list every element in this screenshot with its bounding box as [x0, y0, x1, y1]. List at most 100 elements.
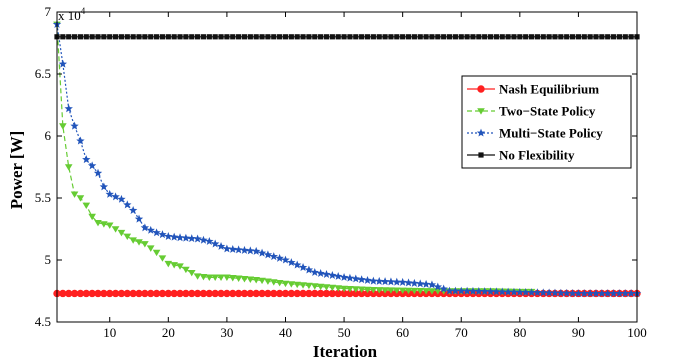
series-2-point: [257, 248, 267, 257]
series-2-point: [328, 270, 337, 279]
series-3-point: [200, 34, 207, 40]
series-3-point: [487, 34, 494, 40]
series-1-point: [117, 229, 126, 237]
series-3-point: [370, 34, 376, 40]
series-1-point: [428, 288, 436, 295]
series-2-point: [193, 234, 202, 243]
series-3-point: [195, 34, 201, 40]
series-1-point: [164, 260, 173, 268]
series-3-point: [312, 34, 318, 40]
series-1-point: [105, 222, 114, 229]
series-2-point: [93, 168, 103, 177]
x-tick-label: 40: [279, 325, 292, 340]
series-2-point: [609, 289, 618, 298]
series-3-point: [112, 34, 119, 40]
x-tick-label: 100: [627, 325, 647, 340]
series-3-point: [329, 34, 335, 40]
series-1-point: [375, 287, 384, 294]
series-1-point: [392, 287, 401, 294]
series-3-point: [569, 34, 576, 40]
y-axis-multiplier-base: x 10: [58, 8, 81, 23]
series-1-point: [275, 280, 284, 287]
series-2-point: [211, 239, 220, 248]
x-axis-label: Iteration: [313, 342, 378, 361]
series-2-point: [76, 136, 85, 145]
series-2-point: [404, 278, 413, 287]
series-3-point: [177, 34, 183, 40]
series-2-point: [82, 155, 91, 164]
series-1-point: [234, 275, 243, 282]
series-1-point: [322, 284, 331, 291]
series-2-point: [123, 200, 132, 209]
series-3-point: [359, 34, 365, 40]
series-3-point: [558, 34, 564, 40]
series-2-point: [480, 287, 489, 296]
series-2-point: [169, 232, 179, 241]
series-1-point: [422, 288, 430, 295]
series-2-point: [275, 253, 284, 262]
series-3-point: [306, 34, 312, 40]
y-axis-label: Power [W]: [7, 131, 26, 210]
series-3-point: [347, 34, 353, 40]
series-3-point: [277, 34, 283, 40]
series-2-point: [474, 286, 483, 295]
series-1-point: [334, 285, 343, 292]
series-1-point: [387, 287, 395, 294]
y-tick-label: 7: [45, 4, 52, 19]
series-3-point: [212, 34, 218, 40]
series-2-point: [451, 286, 460, 295]
series-2-point: [421, 279, 431, 288]
series-3-point: [136, 34, 142, 40]
series-3-point: [388, 34, 394, 40]
series-2-point: [175, 233, 185, 242]
series-1-point: [258, 277, 266, 285]
series-3-point: [83, 34, 89, 40]
series-3-point: [622, 34, 628, 40]
series-2-point: [334, 271, 343, 280]
x-tick-label: 10: [103, 325, 116, 340]
series-1-point: [59, 123, 67, 130]
series-1-point: [328, 284, 337, 292]
series-2-point: [539, 288, 548, 297]
series-3-point: [101, 34, 107, 40]
legend-label-1: Two−State Policy: [499, 104, 596, 119]
series-3-point: [523, 34, 529, 40]
series-3-point: [153, 34, 160, 40]
series-3-point: [628, 34, 634, 40]
series-3-point: [230, 34, 236, 40]
series-1-point: [199, 273, 208, 281]
series-3-point: [77, 34, 84, 40]
series-3-point: [458, 34, 464, 40]
series-1-point: [281, 280, 290, 288]
series-1-point: [211, 274, 219, 281]
series-1-point: [64, 164, 73, 171]
series-2-point: [287, 258, 296, 267]
series-2-point: [527, 288, 536, 297]
series-3-point: [411, 34, 417, 40]
series-3-point: [505, 34, 511, 40]
series-2-point: [621, 289, 630, 298]
series-2-point: [550, 288, 560, 297]
series-2-point: [146, 225, 155, 234]
series-3-point: [171, 34, 177, 40]
y-tick-label: 5.5: [35, 190, 51, 205]
series-2-point: [574, 289, 583, 298]
series-3-point: [159, 34, 166, 40]
series-2-point: [234, 245, 243, 254]
series-1-point: [76, 195, 85, 202]
series-3-point: [236, 34, 242, 40]
series-2-point: [158, 230, 167, 239]
series-2-point: [445, 286, 454, 295]
series-1-point: [152, 249, 161, 257]
series-2-point: [246, 246, 255, 255]
series-3-point: [499, 34, 505, 40]
series-3-point: [376, 34, 382, 40]
series-2-point: [457, 286, 466, 295]
series-2-point: [503, 287, 513, 296]
series-2-point: [298, 263, 308, 271]
series-2-point: [562, 288, 571, 297]
series-1-point: [205, 274, 214, 281]
series-3-point: [470, 34, 476, 40]
series-3-point: [183, 34, 189, 40]
